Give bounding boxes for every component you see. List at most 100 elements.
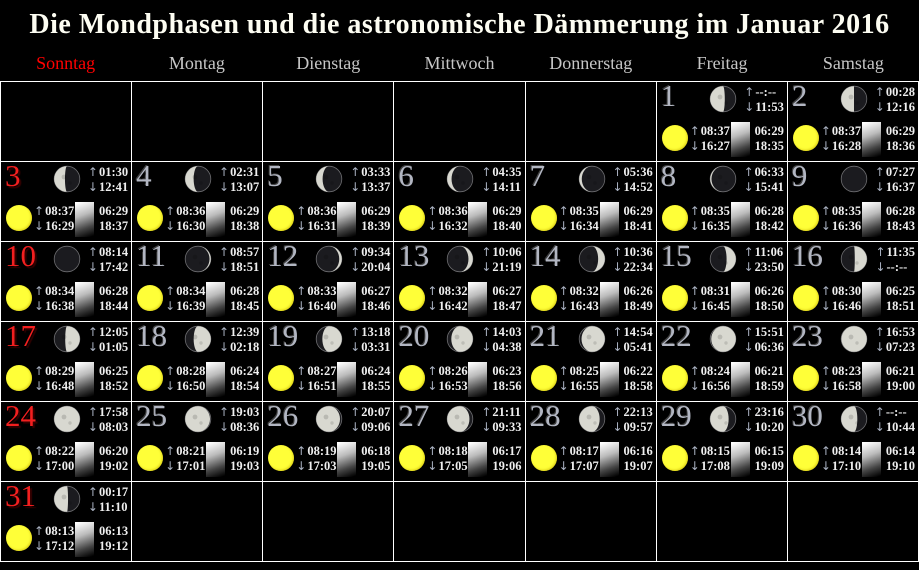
moon-times: ↑01:30 ↓12:41	[88, 165, 128, 195]
moonset-time: 14:11	[492, 180, 521, 194]
moonrise-time: 11:06	[754, 245, 784, 259]
day-number: 23	[791, 322, 823, 353]
astro-dusk-time: 18:37	[98, 219, 129, 233]
sun-icon	[661, 365, 688, 391]
moonset-time: 01:05	[98, 340, 129, 354]
moonrise-arrow-icon: ↑	[350, 405, 361, 419]
sunset-time: 16:50	[176, 379, 206, 393]
day-cell-13: 13 ↑10:06 ↓21:19 ↑08:32 ↓16:42 06:27 18:47	[394, 242, 525, 321]
sunset-time: 16:48	[45, 379, 75, 393]
astro-dusk-time: 18:55	[361, 379, 391, 393]
sun-icon	[6, 205, 32, 231]
sunset-arrow-icon: ↓	[34, 459, 45, 473]
moonset-time: 16:37	[885, 180, 915, 194]
moonrise-time: 12:39	[230, 325, 260, 339]
sun-times: ↑08:29 ↓16:48	[34, 364, 74, 394]
twilight-times: 06:25 18:52	[99, 364, 128, 394]
moonset-arrow-icon: ↓	[612, 340, 623, 354]
weekday-sonntag: Sonntag	[36, 53, 96, 73]
sun-times: ↑08:37 ↓16:29	[34, 204, 74, 234]
astro-dusk-time: 18:39	[361, 219, 391, 233]
day-number: 20	[398, 322, 430, 353]
twilight-times: 06:21 19:00	[886, 364, 915, 394]
moon-times: ↑20:07 ↓09:06	[350, 405, 390, 435]
astro-dawn-time: 06:24	[361, 364, 391, 378]
sunrise-time: 08:31	[700, 284, 730, 298]
moonrise-arrow-icon: ↑	[219, 245, 230, 259]
sunset-arrow-icon: ↓	[689, 219, 700, 233]
twilight-times: 06:14 19:10	[886, 444, 915, 474]
sun-times: ↑08:25 ↓16:55	[559, 364, 599, 394]
twilight-gradient-icon	[468, 282, 488, 317]
sun-times: ↑08:23 ↓16:58	[821, 364, 861, 394]
moonrise-time: 00:28	[885, 85, 915, 99]
sun-icon	[530, 205, 557, 231]
day-cell-6: 6 ↑04:35 ↓14:11 ↑08:36 ↓16:32 06:29 18:40	[394, 162, 525, 241]
sunrise-time: 08:37	[45, 204, 75, 218]
twilight-gradient-icon	[730, 442, 750, 477]
sunrise-time: 08:34	[176, 284, 206, 298]
sunrise-arrow-icon: ↑	[34, 524, 45, 538]
sun-times: ↑08:30 ↓16:46	[821, 284, 861, 314]
sun-times: ↑08:27 ↓16:51	[296, 364, 336, 394]
sunset-arrow-icon: ↓	[34, 379, 45, 393]
day-cell-1: 1 ↑--:-- ↓11:53 ↑08:37 ↓16:27 06:29 18:35	[656, 82, 787, 161]
day-cell-21: 21 ↑14:54 ↓05:41 ↑08:25 ↓16:55 06:22 18:58	[525, 322, 656, 401]
day-number: 17	[5, 322, 36, 353]
twilight-times: 06:29 18:38	[230, 204, 259, 234]
day-cell-30: 30 ↑--:-- ↓10:44 ↑08:14 ↓17:10 06:14 19:10	[787, 402, 918, 481]
moonrise-arrow-icon: ↑	[743, 245, 754, 259]
sunrise-arrow-icon: ↑	[34, 284, 45, 298]
moon-times: ↑04:35 ↓14:11	[481, 165, 521, 195]
sun-times: ↑08:28 ↓16:50	[165, 364, 205, 394]
astro-dawn-time: 06:26	[623, 284, 653, 298]
moonset-arrow-icon: ↓	[350, 340, 361, 354]
astro-dawn-time: 06:29	[754, 124, 784, 138]
moonrise-time: 20:07	[361, 405, 391, 419]
moonset-arrow-icon: ↓	[219, 180, 230, 194]
sunrise-time: 08:17	[569, 444, 599, 458]
day-number: 11	[136, 242, 166, 273]
sunset-arrow-icon: ↓	[296, 379, 307, 393]
sunrise-time: 08:36	[307, 204, 337, 218]
sunset-time: 17:12	[45, 539, 75, 553]
sun-icon	[6, 285, 32, 311]
moonset-arrow-icon: ↓	[350, 260, 361, 274]
sunrise-time: 08:23	[831, 364, 862, 378]
astro-dawn-time: 06:28	[230, 284, 260, 298]
sunrise-arrow-icon: ↑	[427, 444, 438, 458]
sun-icon	[137, 285, 164, 311]
moonrise-arrow-icon: ↑	[87, 245, 98, 259]
moonset-arrow-icon: ↓	[874, 340, 885, 354]
sunrise-time: 08:34	[45, 284, 75, 298]
astro-dawn-time: 06:15	[754, 444, 784, 458]
moonrise-time: 03:33	[361, 165, 391, 179]
twilight-times: 06:22 18:58	[624, 364, 653, 394]
sunrise-time: 08:26	[438, 364, 468, 378]
sunrise-arrow-icon: ↑	[820, 284, 831, 298]
moon-times: ↑11:06 ↓23:50	[744, 245, 784, 275]
moonrise-time: 02:31	[230, 165, 260, 179]
astro-dawn-time: 06:23	[492, 364, 522, 378]
sunset-time: 16:30	[176, 219, 206, 233]
sunrise-arrow-icon: ↑	[689, 444, 700, 458]
sunrise-arrow-icon: ↑	[296, 204, 307, 218]
sun-times: ↑08:24 ↓16:56	[690, 364, 730, 394]
sunrise-time: 08:18	[438, 444, 468, 458]
sunrise-time: 08:37	[700, 124, 730, 138]
day-number: 18	[136, 322, 168, 353]
sunset-arrow-icon: ↓	[34, 219, 45, 233]
astro-dawn-time: 06:26	[754, 284, 784, 298]
sunrise-time: 08:35	[569, 204, 599, 218]
empty-day-cell	[656, 482, 787, 561]
day-cell-27: 27 ↑21:11 ↓09:33 ↑08:18 ↓17:05 06:17 19:06	[394, 402, 525, 481]
empty-day-cell	[525, 82, 656, 161]
twilight-gradient-icon	[730, 282, 750, 317]
sunset-arrow-icon: ↓	[558, 299, 569, 313]
sunset-arrow-icon: ↓	[165, 299, 176, 313]
empty-day-cell	[263, 82, 394, 161]
sun-times: ↑08:35 ↓16:35	[690, 204, 730, 234]
astro-dawn-time: 06:22	[623, 364, 653, 378]
sun-icon	[268, 365, 295, 391]
moonset-arrow-icon: ↓	[481, 180, 492, 194]
